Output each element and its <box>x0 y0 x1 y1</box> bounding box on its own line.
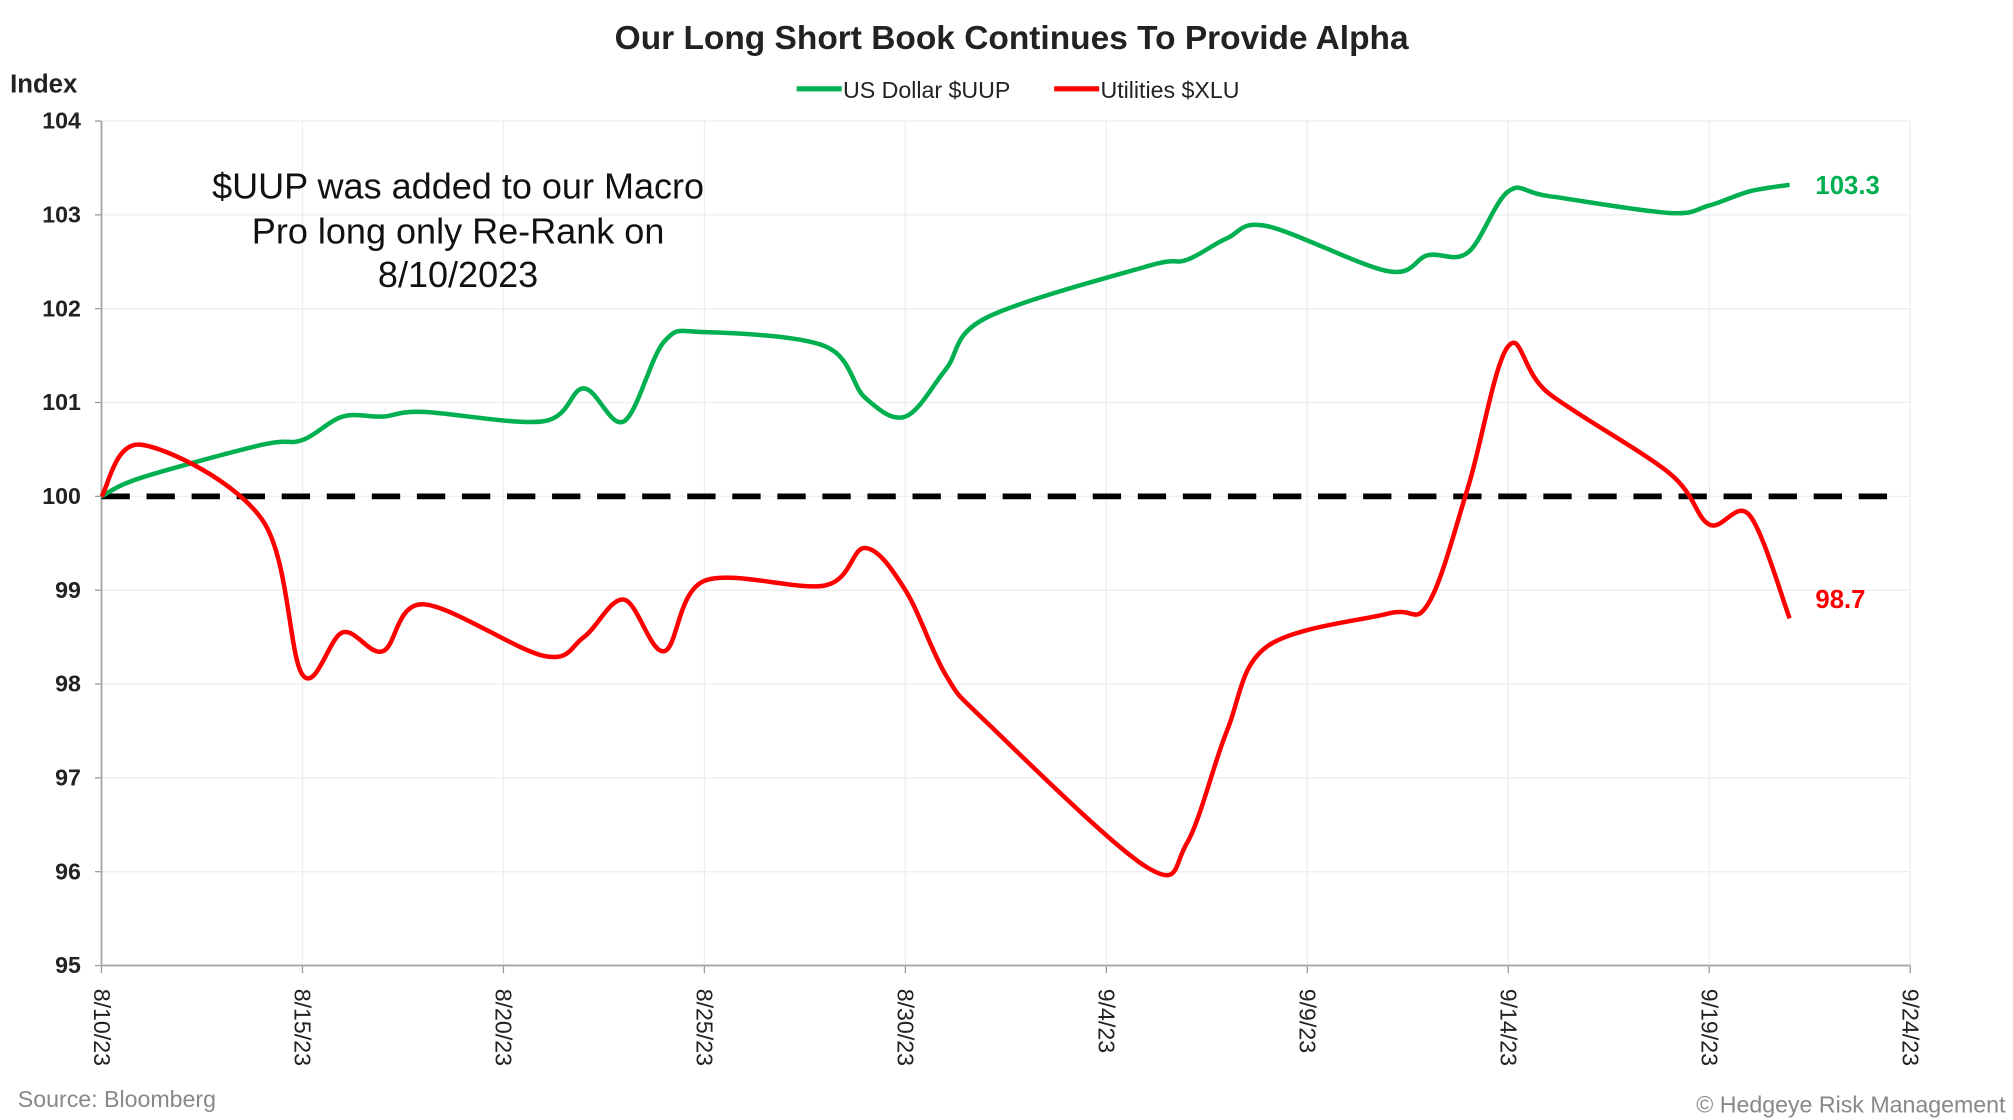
end-value-label: 103.3 <box>1815 172 1879 200</box>
y-tick-label: 95 <box>55 952 81 978</box>
series-lines: 103.3 98.7 <box>99 172 1880 878</box>
x-tick-label: 9/19/23 <box>1697 989 1723 1066</box>
x-tick-label: 8/10/23 <box>89 989 115 1066</box>
y-tick-label: 96 <box>55 858 81 884</box>
annotation-line-1: $UUP was added to our Macro <box>212 165 704 206</box>
source-note: Source: Bloomberg <box>18 1086 216 1112</box>
y-tick-label: 103 <box>42 202 81 228</box>
y-axis-label: Index <box>10 71 78 99</box>
copyright-note: © Hedgeye Risk Management <box>1696 1091 2006 1117</box>
legend: US Dollar $UUP Utilities $XLU <box>796 77 1239 103</box>
y-tick-label: 102 <box>42 295 81 321</box>
y-axis: 95 96 97 98 99 100 101 102 103 104 <box>42 108 103 978</box>
series-line-xlu <box>99 340 1792 878</box>
chart-title: Our Long Short Book Continues To Provide… <box>615 20 1409 57</box>
annotation-line-2: Pro long only Re-Rank on <box>252 210 665 251</box>
y-tick-label: 104 <box>42 108 81 134</box>
y-tick-label: 97 <box>55 765 81 791</box>
x-tick-label: 9/9/23 <box>1295 989 1321 1053</box>
x-tick-label: 8/30/23 <box>893 989 919 1066</box>
x-tick-label: 9/24/23 <box>1898 989 1924 1066</box>
series-line-uup <box>100 182 1791 499</box>
legend-label-uup: US Dollar $UUP <box>843 77 1010 103</box>
y-tick-label: 100 <box>42 483 81 509</box>
x-tick-label: 8/20/23 <box>491 989 517 1066</box>
x-tick-label: 9/14/23 <box>1496 989 1522 1066</box>
end-value-label: 98.7 <box>1815 586 1865 614</box>
x-tick-label: 8/15/23 <box>290 989 316 1066</box>
x-tick-label: 8/25/23 <box>692 989 718 1066</box>
y-tick-label: 98 <box>55 671 81 697</box>
annotation-line-3: 8/10/2023 <box>378 254 538 295</box>
x-axis: 8/10/23 8/15/23 8/20/23 8/25/23 8/30/23 9/4/2… <box>89 964 1924 1066</box>
y-tick-label: 99 <box>55 577 81 603</box>
y-tick-label: 101 <box>42 389 81 415</box>
legend-label-xlu: Utilities $XLU <box>1100 77 1239 103</box>
x-tick-label: 9/4/23 <box>1094 989 1120 1053</box>
